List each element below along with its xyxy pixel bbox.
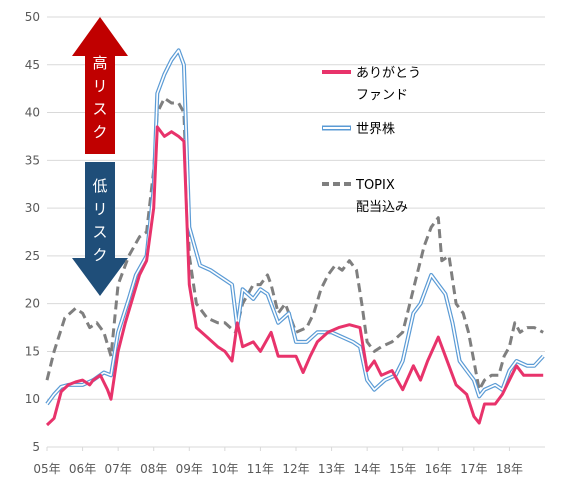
x-tick-label: 08年 [140,462,167,476]
x-tick-label: 16年 [425,462,452,476]
series-line-world-equity-inner [46,49,544,405]
high-risk-arrow: 高リスク [72,17,128,154]
y-tick-label: 25 [25,249,40,263]
series-line-topix [45,96,544,392]
low-risk-label: 低リスク [92,177,107,264]
x-tick-label: 10年 [211,462,238,476]
y-tick-label: 10 [25,392,40,406]
x-tick-label: 18年 [496,462,523,476]
legend-label-arigatou-fund: ファンド [356,88,408,103]
legend-label-topix: TOPIX [355,178,395,193]
y-tick-label: 30 [25,201,40,215]
series-line-arigatou-fund [45,125,544,427]
high-risk-label: 高リスク [92,54,107,141]
y-tick-label: 45 [25,58,40,72]
x-tick-label: 17年 [460,462,487,476]
y-tick-label: 40 [25,106,40,120]
x-tick-label: 05年 [33,462,60,476]
x-tick-label: 14年 [354,462,381,476]
x-axis-ticks: 05年 06年 07年 08年 09年 10年 11年 12年 13年 14年 15年 16年 17年 1… [33,447,523,476]
x-tick-label: 15年 [389,462,416,476]
y-tick-label: 15 [25,344,40,358]
y-tick-label: 35 [25,153,40,167]
y-tick-label: 20 [25,297,40,311]
legend-label-arigatou-fund: ありがとう [356,66,421,81]
x-tick-label: 06年 [69,462,96,476]
x-tick-label: 09年 [176,462,203,476]
legend-label-topix: 配当込み [356,200,408,215]
x-tick-label: 13年 [318,462,345,476]
x-tick-label: 11年 [247,462,274,476]
low-risk-arrow: 低リスク [72,162,128,296]
legend-label-world-equity: 世界株 [356,122,395,137]
y-tick-label: 50 [25,10,40,24]
x-tick-label: 07年 [105,462,132,476]
y-tick-label: 5 [32,440,40,454]
x-tick-label: 12年 [282,462,309,476]
y-axis-ticks: 5 10 15 20 25 30 35 40 45 50 [25,10,40,454]
series-layer [45,48,545,427]
